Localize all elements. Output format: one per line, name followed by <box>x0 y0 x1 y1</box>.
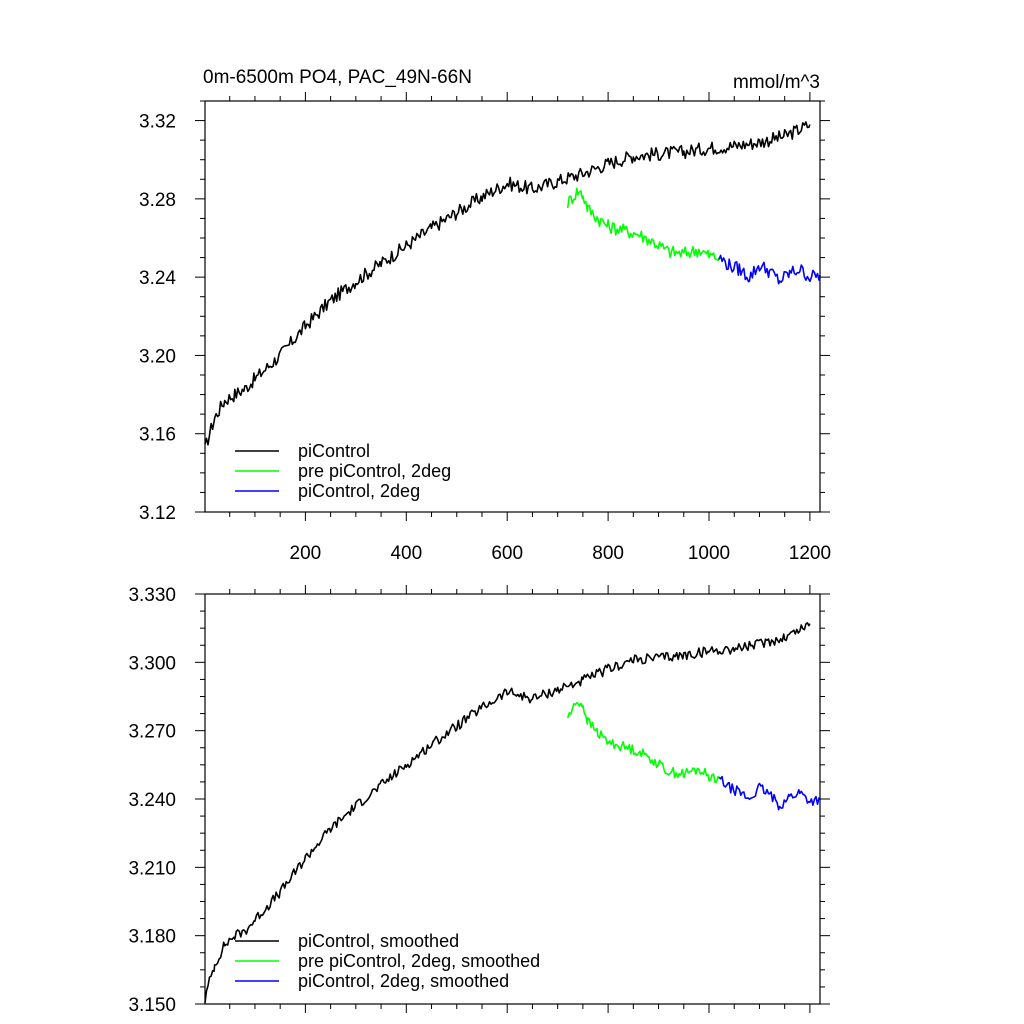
legend-label: pre piControl, 2deg, smoothed <box>298 951 540 971</box>
y-tick-label: 3.32 <box>139 112 176 133</box>
y-tick-label: 3.300 <box>128 653 176 674</box>
y-tick-label: 3.270 <box>128 722 176 743</box>
plot-frame <box>204 100 821 513</box>
x-tick-label: 800 <box>592 543 624 564</box>
y-tick-label: 3.210 <box>128 858 176 879</box>
x-tick-label: 1200 <box>789 543 831 564</box>
legend-label: piControl, 2deg, smoothed <box>298 971 509 991</box>
series-line <box>204 121 811 446</box>
y-tick-label: 3.20 <box>139 346 176 367</box>
series-line <box>718 775 821 811</box>
units-label: mmol/m^3 <box>733 72 820 93</box>
x-tick-label: 400 <box>390 543 422 564</box>
x-tick-label: 1000 <box>688 543 730 564</box>
x-tick-label: 600 <box>491 543 523 564</box>
y-tick-label: 3.28 <box>139 190 176 211</box>
series-line <box>566 187 720 262</box>
chart-title: 0m-6500m PO4, PAC_49N-66N <box>203 67 472 88</box>
y-tick-label: 3.12 <box>139 503 176 524</box>
y-tick-label: 3.180 <box>128 927 176 948</box>
plot-frame <box>204 593 821 1005</box>
series-line <box>718 254 821 285</box>
legend-label: piControl <box>298 441 370 461</box>
legend-label: piControl, 2deg <box>298 481 420 501</box>
top-panel: 0m-6500m PO4, PAC_49N-66N mmol/m^3 200 40… <box>139 67 831 564</box>
y-tick-label: 3.24 <box>139 268 176 289</box>
series-line <box>566 702 720 784</box>
y-tick-label: 3.330 <box>128 585 176 606</box>
legend-label: piControl, smoothed <box>298 931 459 951</box>
legend-label: pre piControl, 2deg <box>298 461 451 481</box>
series-line <box>204 622 811 1003</box>
y-tick-label: 3.150 <box>128 995 176 1016</box>
y-tick-label: 3.16 <box>139 425 176 446</box>
x-tick-label: 200 <box>290 543 322 564</box>
y-tick-label: 3.240 <box>128 790 176 811</box>
bottom-panel: 3.150 3.180 3.210 3.240 3.270 3.300 3.330 piCo… <box>128 585 830 1016</box>
